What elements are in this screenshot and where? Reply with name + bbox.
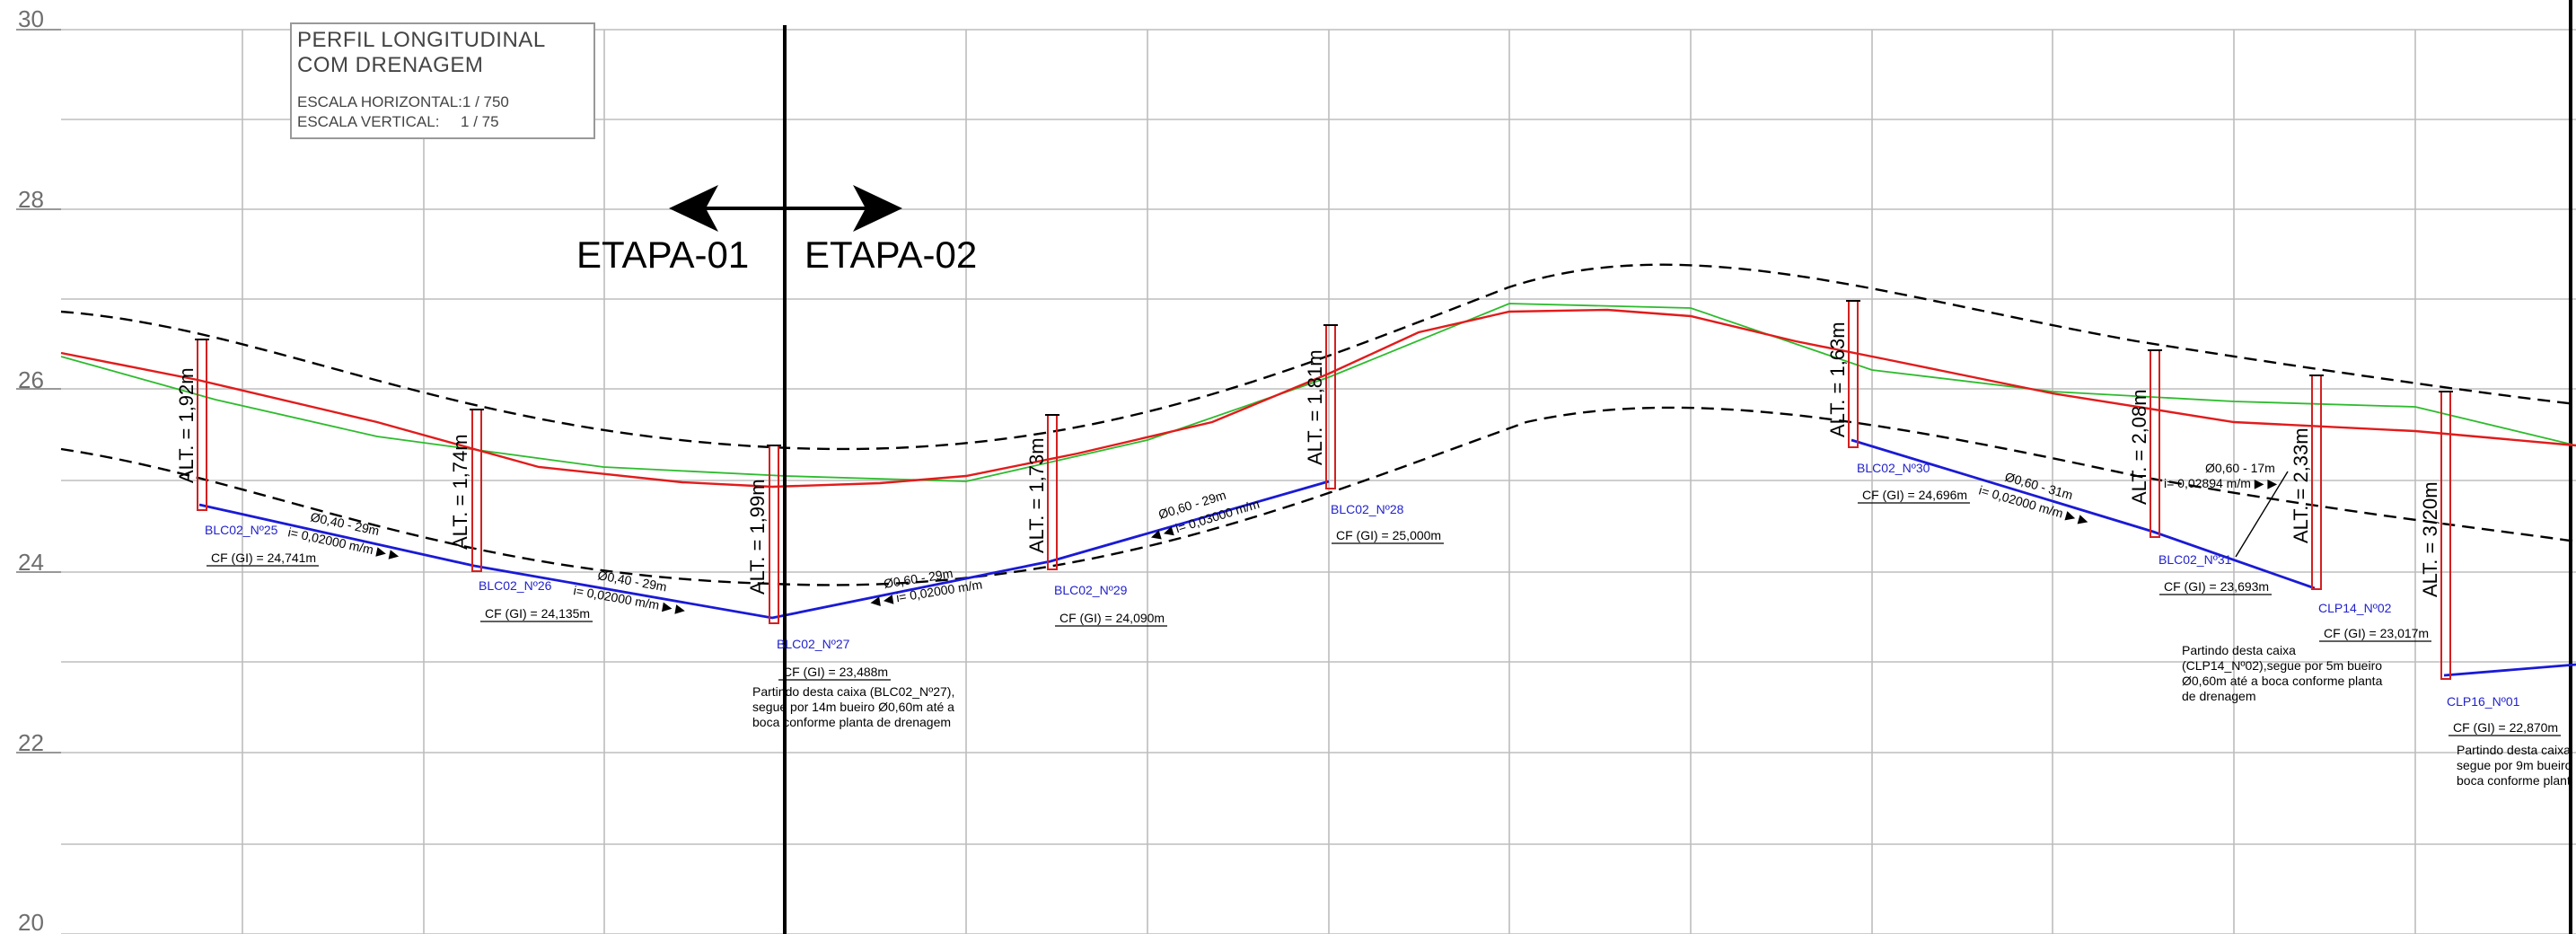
box-id: BLC02_Nº25 xyxy=(205,523,278,537)
box-cf: CF (GI) = 24,696m xyxy=(1862,488,1967,502)
alt-label: ALT. = 1,74m xyxy=(449,434,471,550)
pipe-annotations: Ø0,40 - 29m i= 0,02000 m/m ▶ ▶ Ø0,40 - 2… xyxy=(286,461,2277,617)
note-line: (CLP14_Nº02),segue por 5m bueiro xyxy=(2182,658,2382,673)
y-label-20: 20 xyxy=(18,909,44,934)
manhole-clp14 xyxy=(2309,374,2324,590)
y-label-30: 30 xyxy=(18,5,44,32)
box-id: BLC02_Nº27 xyxy=(777,637,850,651)
title-line-1: PERFIL LONGITUDINAL xyxy=(297,28,546,52)
note-line: Ø0,60m até a boca conforme planta xyxy=(2182,674,2383,688)
manholes xyxy=(195,300,2453,680)
box-id: BLC02_Nº31 xyxy=(2158,552,2232,567)
note-line: Partindo desta caixa (BLC02_Nº27), xyxy=(752,684,954,699)
manhole-clp16 xyxy=(2439,391,2453,680)
manhole-30 xyxy=(1846,300,1860,448)
box-id: BLC02_Nº29 xyxy=(1054,583,1128,597)
etapa-01-label: ETAPA-01 xyxy=(576,234,749,276)
y-label-28: 28 xyxy=(18,186,44,213)
box-cf: CF (GI) = 23,693m xyxy=(2164,579,2269,594)
box-id: BLC02_Nº26 xyxy=(479,578,552,593)
box-id: CLP14_Nº02 xyxy=(2318,601,2392,615)
pipe-slope: i= 0,02894 m/m ▶ ▶ xyxy=(2164,476,2277,490)
title-block: PERFIL LONGITUDINAL COM DRENAGEM ESCALA … xyxy=(290,22,595,139)
note-clp14: Partindo desta caixa (CLP14_Nº02),segue … xyxy=(2182,643,2383,703)
box-cf: CF (GI) = 25,000m xyxy=(1336,528,1441,542)
box-cf: CF (GI) = 24,741m xyxy=(211,551,316,565)
pipe-branch-hook xyxy=(2235,471,2289,558)
alt-label: ALT. = 2,08m xyxy=(2128,389,2150,505)
y-axis: 30 28 26 24 22 20 xyxy=(16,5,61,934)
manhole-31 xyxy=(2148,349,2162,538)
box-cf: CF (GI) = 23,017m xyxy=(2324,626,2429,640)
note-line: boca conforme plant xyxy=(2457,773,2571,788)
box-cf: CF (GI) = 24,135m xyxy=(485,606,590,621)
box-id: BLC02_Nº30 xyxy=(1857,461,1930,475)
alt-label: ALT. = 1,99m xyxy=(746,479,769,595)
manhole-25 xyxy=(195,339,209,511)
offset-line-upper xyxy=(60,263,2576,451)
box-id: BLC02_Nº28 xyxy=(1331,502,1404,516)
note-line: Partindo desta caixa xyxy=(2457,743,2571,757)
manhole-28 xyxy=(1323,324,1338,489)
offset-line-lower xyxy=(60,406,2576,586)
drainage-pipe-2 xyxy=(1851,438,2316,590)
note-line: segue por 9m bueiro xyxy=(2457,758,2572,772)
box-cf: CF (GI) = 24,090m xyxy=(1059,611,1165,625)
etapa-arrow-left xyxy=(669,185,718,232)
y-label-24: 24 xyxy=(18,549,44,576)
y-label-22: 22 xyxy=(18,729,44,756)
existing-terrain-line xyxy=(60,303,2576,482)
note-line: boca conforme planta de drenagem xyxy=(752,715,951,729)
manhole-29 xyxy=(1045,414,1059,570)
pipe-dim: Ø0,60 - 17m xyxy=(2205,461,2275,475)
box-cf: CF (GI) = 22,870m xyxy=(2453,720,2558,735)
alt-label: ALT. = 1,63m xyxy=(1826,322,1849,437)
manhole-27 xyxy=(767,445,781,624)
note-line: segue por 14m bueiro Ø0,60m até a xyxy=(752,700,954,714)
alt-label: ALT. = 3,20m xyxy=(2419,481,2441,597)
drainage-pipe xyxy=(198,480,1330,620)
box-id: CLP16_Nº01 xyxy=(2447,694,2520,709)
alt-labels: ALT. = 1,92m ALT. = 1,74m ALT. = 1,99m A… xyxy=(175,322,2441,597)
alt-label: ALT. = 1,73m xyxy=(1025,437,1048,553)
note-27: Partindo desta caixa (BLC02_Nº27), segue… xyxy=(752,684,954,729)
box-cf: CF (GI) = 23,488m xyxy=(783,665,888,679)
etapa-arrow-right xyxy=(853,185,902,232)
alt-label: ALT. = 2,33m xyxy=(2290,427,2312,543)
note-line: Partindo desta caixa xyxy=(2182,643,2296,657)
alt-label: ALT. = 1,92m xyxy=(175,367,198,483)
etapa-02-label: ETAPA-02 xyxy=(804,234,977,276)
scale-vertical: ESCALA VERTICAL: 1 / 75 xyxy=(297,113,499,130)
title-line-2: COM DRENAGEM xyxy=(297,53,484,77)
note-line: de drenagem xyxy=(2182,689,2256,703)
note-clp16: Partindo desta caixa segue por 9m bueiro… xyxy=(2457,743,2572,788)
alt-label: ALT. = 1,81m xyxy=(1304,349,1326,465)
drainage-pipe-3 xyxy=(2443,663,2576,677)
design-terrain-line xyxy=(60,308,2576,489)
scale-horizontal: ESCALA HORIZONTAL:1 / 750 xyxy=(297,93,509,110)
manhole-26 xyxy=(470,409,484,572)
box-labels: BLC02_Nº25 CF (GI) = 24,741m BLC02_Nº26 … xyxy=(205,461,2561,736)
